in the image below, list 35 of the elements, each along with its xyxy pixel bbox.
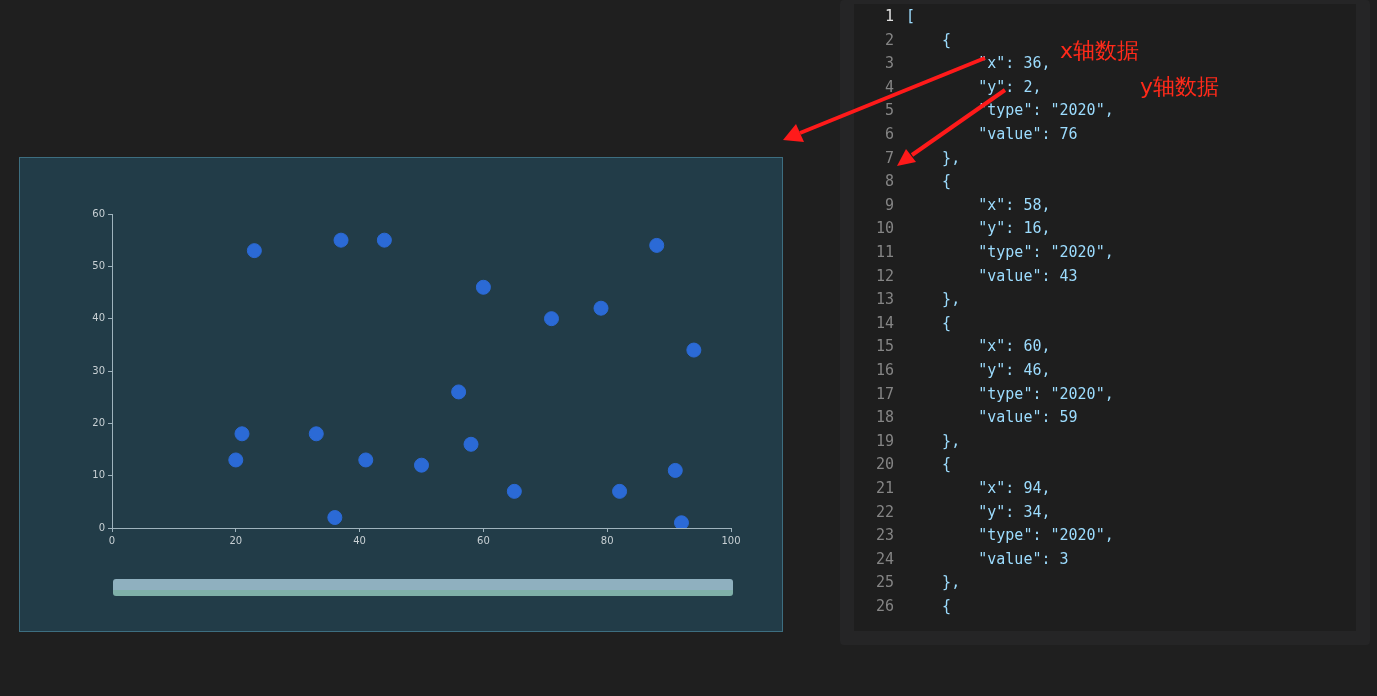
x-tick-label: 100 (721, 534, 741, 546)
point (593, 300, 609, 316)
point (673, 515, 689, 528)
x-tick-label: 20 (229, 534, 243, 546)
point (333, 232, 349, 248)
point (649, 237, 665, 253)
point (451, 384, 467, 400)
y-tick-label: 0 (98, 521, 105, 533)
point (414, 457, 429, 473)
y-tick-label: 10 (92, 469, 105, 481)
y-tick-label: 60 (92, 207, 105, 219)
text: x轴数据 (1060, 37, 1140, 65)
y-tick-label: 40 (92, 312, 105, 324)
x-tick-label: 60 (477, 534, 490, 546)
point (246, 243, 262, 259)
point (543, 311, 559, 327)
point (612, 483, 628, 499)
point (228, 452, 244, 468)
point (234, 426, 250, 442)
point (327, 510, 343, 526)
point (308, 426, 324, 442)
y-tick-label: 50 (92, 259, 105, 271)
point (686, 342, 702, 358)
point (475, 279, 491, 295)
y-tick-label: 30 (92, 364, 105, 376)
point (376, 232, 392, 248)
point (667, 462, 683, 478)
y-tick-label: 20 (92, 416, 105, 428)
text: y轴数据 (1140, 73, 1220, 101)
point (506, 483, 522, 499)
x-tick-label: 0 (108, 534, 116, 546)
point (463, 436, 479, 452)
x-tick-label: 40 (353, 534, 366, 546)
point (358, 452, 374, 468)
x-tick-label: 80 (600, 534, 614, 546)
